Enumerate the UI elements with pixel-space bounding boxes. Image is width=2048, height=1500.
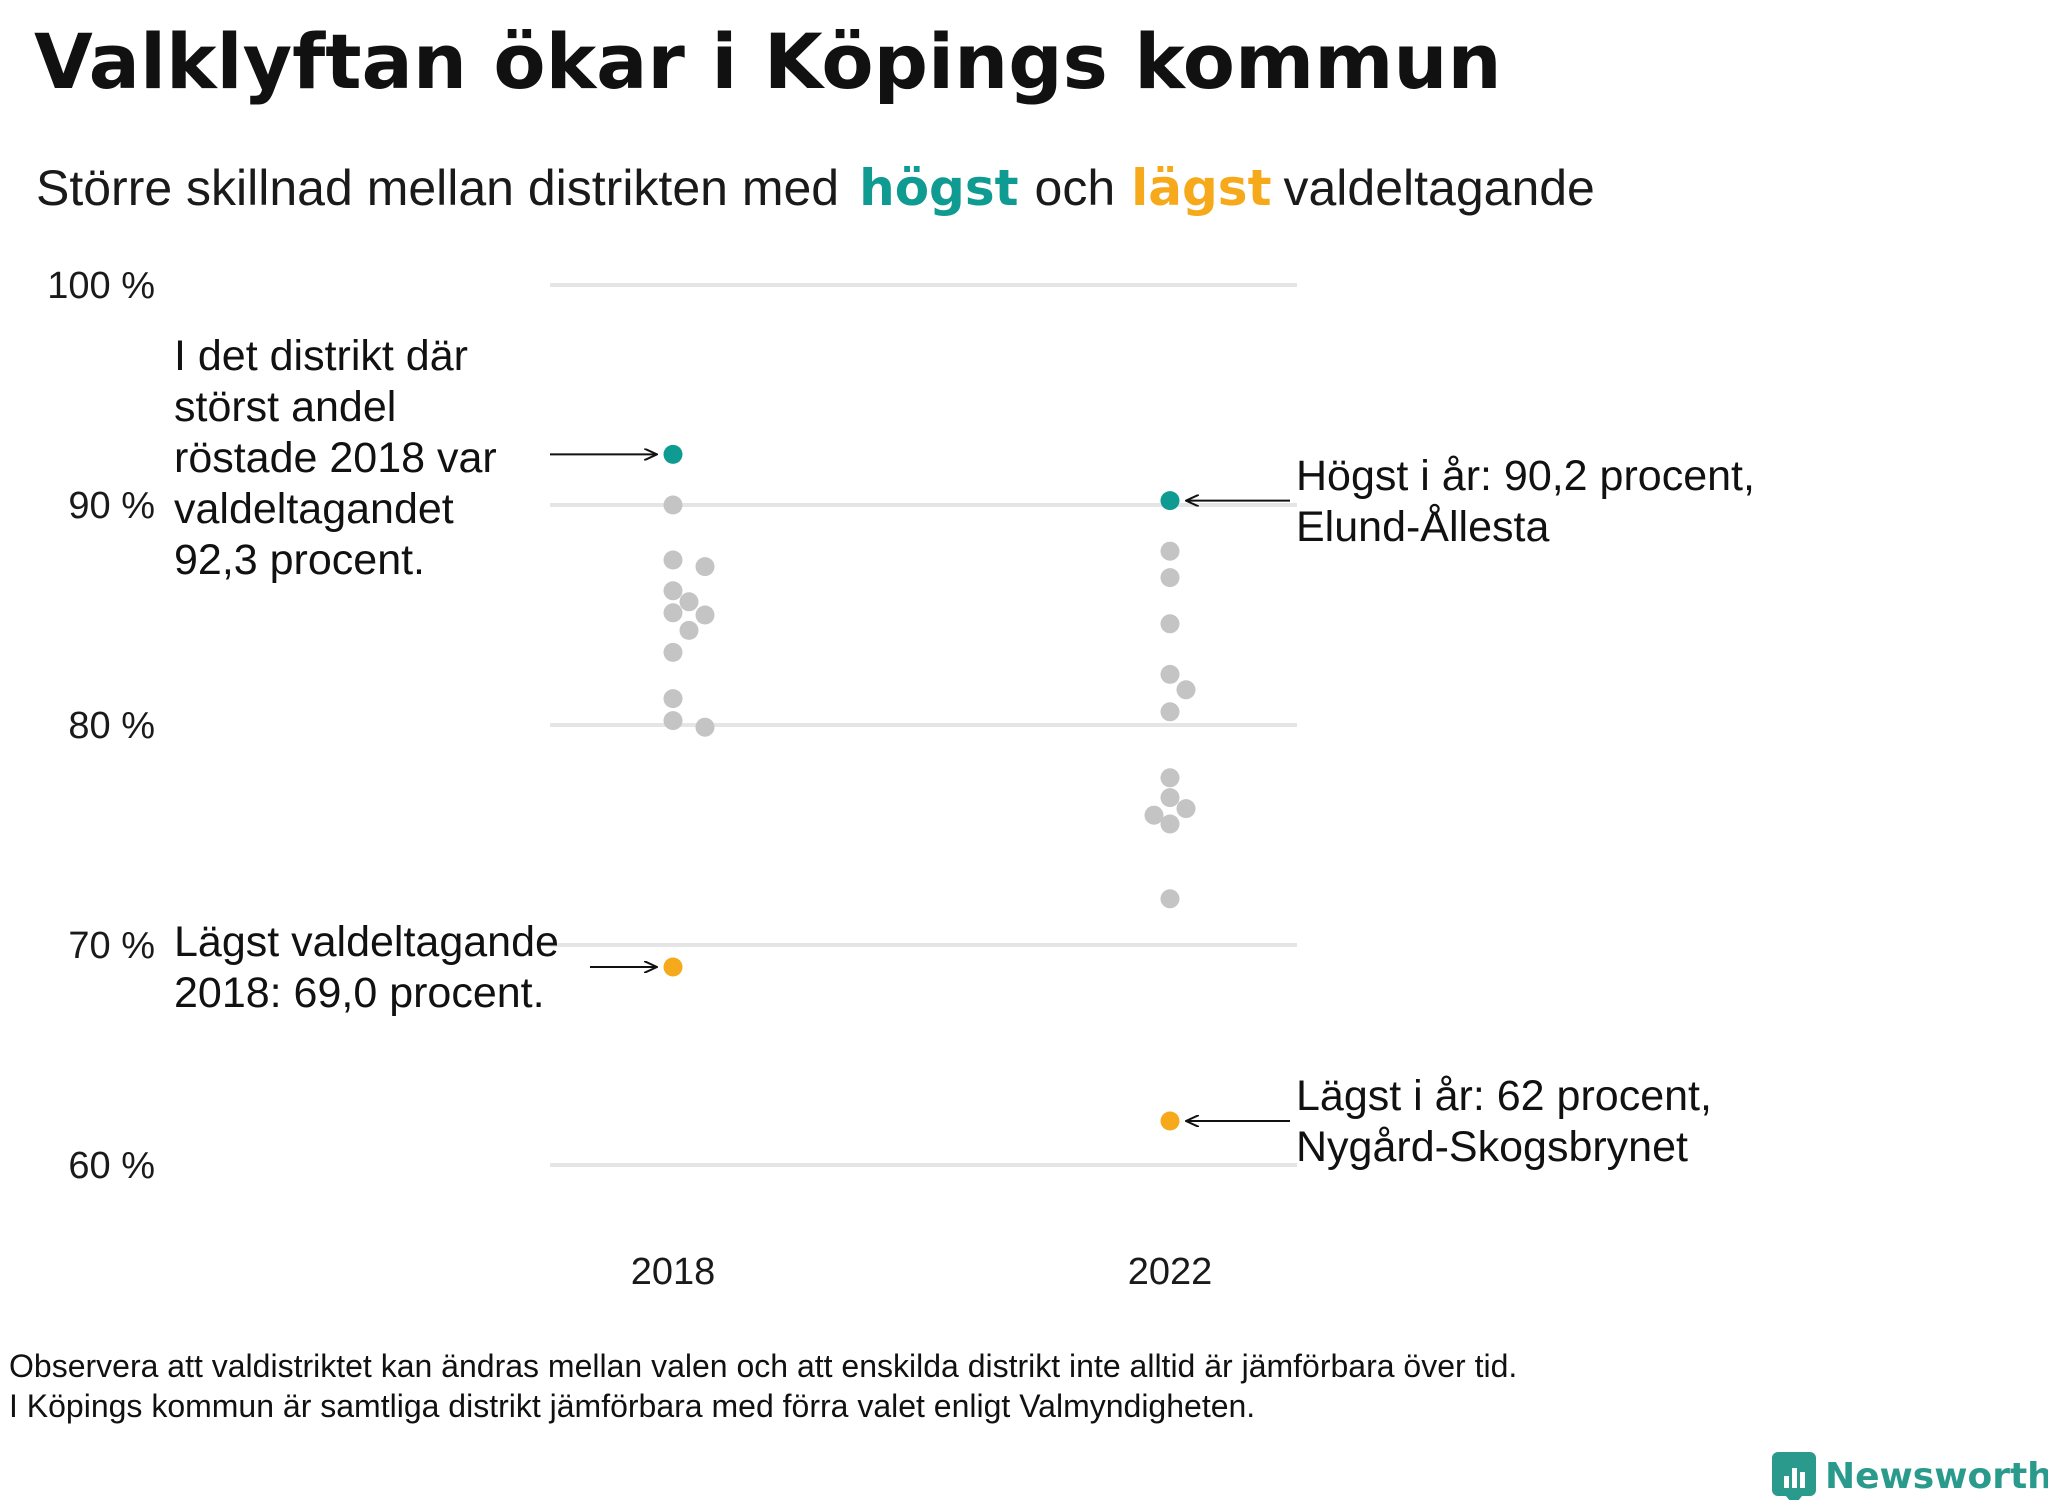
annotation-low-2018: Lägst valdeltagande 2018: 69,0 procent. — [174, 918, 571, 1017]
data-point-lowest — [1160, 1111, 1180, 1131]
y-tick-label: 100 % — [47, 265, 155, 307]
brand-name: Newsworthy — [1825, 1456, 2048, 1497]
annotation-high-2018-line: I det distrikt där — [174, 332, 468, 380]
data-point — [695, 717, 715, 737]
annotation-high-2018-line: röstade 2018 var — [174, 434, 497, 482]
chart-title: Valklyftan ökar i Köpings kommun — [34, 17, 1502, 106]
data-points — [663, 444, 1196, 1131]
y-tick-label: 70 % — [68, 925, 155, 967]
data-point — [1160, 664, 1180, 684]
subtitle-high-word: högst — [859, 159, 1018, 217]
footnote-line: Observera att valdistriktet kan ändras m… — [9, 1348, 1517, 1384]
data-point — [679, 620, 699, 640]
subtitle-part3: valdeltagande — [1283, 160, 1594, 216]
data-point — [1160, 702, 1180, 722]
y-tick-label: 60 % — [68, 1145, 155, 1187]
data-point — [663, 689, 683, 709]
annotation-low-2022-line: Nygård-Skogsbrynet — [1296, 1123, 1688, 1171]
data-point — [1160, 889, 1180, 909]
x-axis-categories: 2018 2022 — [631, 1251, 1213, 1293]
data-point-highest — [1160, 491, 1180, 511]
y-axis-ticks: 60 % 70 % 80 % 90 % 100 % — [47, 265, 155, 1187]
data-point — [1160, 568, 1180, 588]
footnote-line: I Köpings kommun är samtliga distrikt jä… — [9, 1388, 1255, 1424]
annotation-low-2018-line: Lägst valdeltagande — [174, 918, 559, 966]
data-point-highest — [663, 444, 683, 464]
data-point — [663, 550, 683, 570]
data-point — [663, 642, 683, 662]
x-category-label: 2022 — [1128, 1251, 1213, 1293]
subtitle-part2: och — [1035, 160, 1116, 216]
subtitle-low-word: lägst — [1131, 159, 1271, 217]
annotation-high-2018-line: valdeltagandet — [174, 485, 454, 533]
data-point — [663, 603, 683, 623]
data-point — [663, 495, 683, 515]
annotation-high-2018: I det distrikt där störst andel röstade … — [174, 332, 509, 584]
x-category-label: 2018 — [631, 1251, 716, 1293]
y-tick-label: 80 % — [68, 705, 155, 747]
annotation-low-2018-line: 2018: 69,0 procent. — [174, 969, 545, 1017]
y-tick-label: 90 % — [68, 485, 155, 527]
annotation-high-2022-line: Elund-Ållesta — [1296, 503, 1549, 551]
annotation-high-2022: Högst i år: 90,2 procent, Elund-Ållesta — [1296, 452, 1767, 551]
annotation-low-2022-line: Lägst i år: 62 procent, — [1296, 1072, 1712, 1120]
gridlines — [550, 283, 1297, 1167]
data-point — [663, 581, 683, 601]
data-point — [695, 605, 715, 625]
footnote: Observera att valdistriktet kan ändras m… — [9, 1348, 1526, 1424]
data-point — [1176, 799, 1196, 819]
data-point — [1160, 541, 1180, 561]
chart-subtitle: Större skillnad mellan distrikten med hö… — [36, 159, 1595, 217]
data-point — [1176, 680, 1196, 700]
data-point — [1160, 614, 1180, 634]
data-point — [1144, 805, 1164, 825]
data-point — [663, 711, 683, 731]
annotation-arrows — [550, 454, 1290, 1121]
data-point — [1160, 788, 1180, 808]
annotation-low-2022: Lägst i år: 62 procent, Nygård-Skogsbryn… — [1296, 1072, 1724, 1171]
annotation-high-2018-line: 92,3 procent. — [174, 536, 425, 584]
brand-logo: Newsworthy — [1772, 1452, 2048, 1500]
data-point — [1160, 768, 1180, 788]
data-point — [679, 592, 699, 612]
data-point — [1160, 814, 1180, 834]
annotation-high-2022-line: Högst i år: 90,2 procent, — [1296, 452, 1755, 500]
newsworthy-logo-icon — [1772, 1452, 1816, 1500]
data-point-lowest — [663, 957, 683, 977]
subtitle-part1: Större skillnad mellan distrikten med — [36, 160, 839, 216]
data-point — [695, 557, 715, 577]
annotation-high-2018-line: störst andel — [174, 383, 396, 431]
